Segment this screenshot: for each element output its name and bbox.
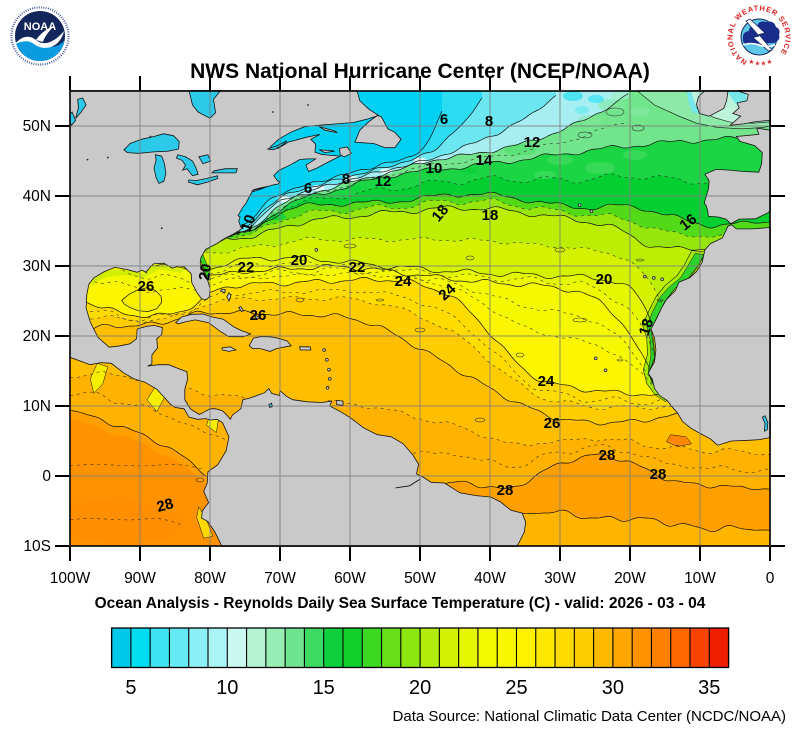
svg-text:18: 18 — [636, 317, 657, 338]
svg-text:8: 8 — [485, 113, 493, 130]
svg-text:50W: 50W — [404, 570, 436, 587]
svg-text:0: 0 — [42, 468, 51, 485]
svg-text:10: 10 — [426, 160, 443, 177]
svg-text:26: 26 — [250, 307, 267, 324]
svg-text:12: 12 — [524, 134, 541, 151]
svg-text:20: 20 — [596, 271, 613, 288]
svg-text:10S: 10S — [23, 538, 51, 555]
svg-text:16: 16 — [676, 211, 700, 235]
svg-text:★: ★ — [755, 59, 761, 67]
svg-text:5: 5 — [125, 677, 136, 699]
svg-text:30W: 30W — [544, 570, 576, 587]
svg-text:★: ★ — [761, 59, 767, 67]
svg-text:30N: 30N — [23, 258, 51, 275]
svg-text:NWS National Hurricane Center: NWS National Hurricane Center (NCEP/NOAA… — [190, 60, 650, 83]
svg-text:28: 28 — [155, 495, 176, 516]
svg-text:14: 14 — [476, 152, 493, 169]
svg-text:26: 26 — [138, 278, 155, 295]
svg-text:50N: 50N — [23, 118, 51, 135]
svg-text:8: 8 — [342, 171, 350, 188]
svg-text:18: 18 — [482, 207, 499, 224]
svg-text:25: 25 — [505, 677, 527, 699]
svg-text:28: 28 — [599, 447, 616, 464]
svg-text:100W: 100W — [50, 570, 91, 587]
svg-text:20: 20 — [409, 677, 431, 699]
svg-text:24: 24 — [538, 373, 555, 390]
svg-text:10W: 10W — [684, 570, 716, 587]
svg-text:40N: 40N — [23, 188, 51, 205]
svg-text:20N: 20N — [23, 328, 51, 345]
svg-text:22: 22 — [238, 259, 255, 276]
svg-text:80W: 80W — [194, 570, 226, 587]
svg-text:70W: 70W — [264, 570, 296, 587]
svg-text:12: 12 — [375, 173, 392, 190]
svg-text:20W: 20W — [614, 570, 646, 587]
svg-text:20: 20 — [196, 263, 215, 282]
svg-text:10: 10 — [238, 212, 260, 233]
svg-text:20: 20 — [291, 252, 308, 269]
svg-text:40W: 40W — [474, 570, 506, 587]
svg-text:NOAA: NOAA — [24, 21, 56, 33]
svg-text:0: 0 — [766, 570, 775, 587]
svg-text:24: 24 — [395, 273, 412, 290]
svg-text:30: 30 — [602, 677, 624, 699]
svg-text:★: ★ — [749, 58, 755, 66]
svg-text:26: 26 — [544, 415, 561, 432]
svg-text:22: 22 — [349, 259, 366, 276]
svg-text:6: 6 — [440, 111, 448, 128]
svg-text:★: ★ — [767, 58, 773, 66]
svg-text:Ocean Analysis - Reynolds Dail: Ocean Analysis - Reynolds Daily Sea Surf… — [95, 595, 706, 612]
svg-text:28: 28 — [497, 482, 514, 499]
svg-text:6: 6 — [304, 180, 312, 197]
svg-text:Data Source: National Climatic: Data Source: National Climatic Data Cent… — [393, 708, 786, 725]
svg-text:28: 28 — [650, 466, 667, 483]
svg-text:90W: 90W — [124, 570, 156, 587]
svg-text:35: 35 — [698, 677, 720, 699]
svg-text:10: 10 — [216, 677, 238, 699]
svg-text:60W: 60W — [334, 570, 366, 587]
svg-text:15: 15 — [313, 677, 335, 699]
svg-text:10N: 10N — [23, 398, 51, 415]
